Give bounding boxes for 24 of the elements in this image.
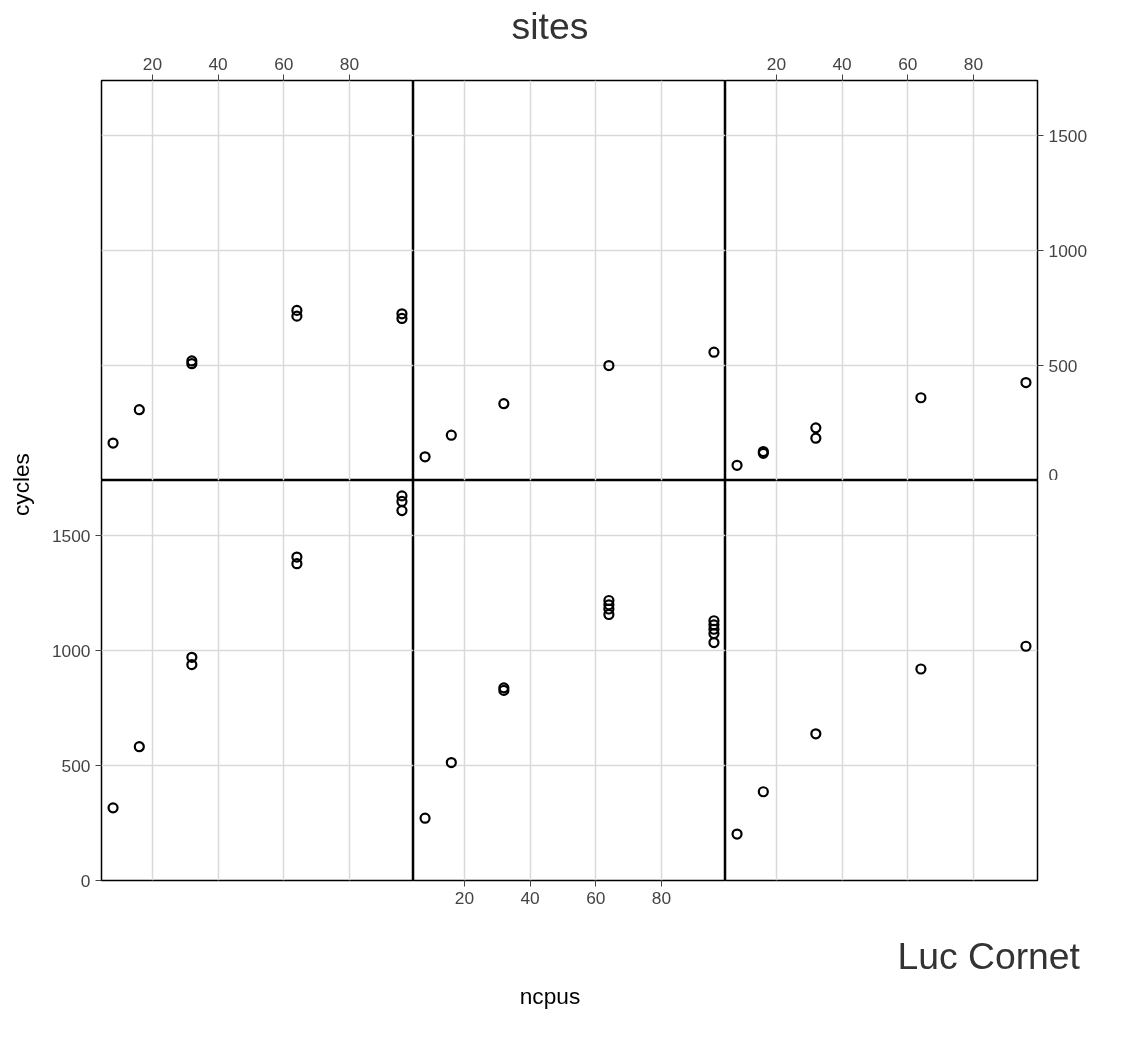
y-tick-label: 500 [1048,355,1078,376]
x-tick-label: 60 [274,53,294,74]
x-tick-label: 60 [898,53,918,74]
x-tick-label: 40 [832,53,852,74]
x-tick-label: 80 [651,887,672,908]
chart-title: sites [511,4,589,49]
y-tick-label: 1500 [1048,125,1088,146]
text: Luc Cornet [897,934,1080,979]
x-tick-label: 80 [963,53,984,74]
y-tick-label: 0 [1048,464,1059,485]
y-tick-label: 1500 [51,525,91,546]
y-tick-label: 1000 [51,640,91,661]
y-tick-label: 0 [80,870,91,891]
x-tick-label: 20 [142,53,163,74]
x-tick-label: 60 [586,887,606,908]
y-axis-title: cycles [7,453,35,517]
x-tick-label: 80 [339,53,360,74]
x-tick-label: 40 [208,53,228,74]
x-tick-label: 20 [766,53,787,74]
x-tick-label: 20 [454,887,475,908]
y-tick-label: 1000 [1048,240,1088,261]
x-tick-label: 40 [520,887,540,908]
x-axis-title: ncpus [519,982,581,1011]
y-tick-label: 500 [61,755,91,776]
